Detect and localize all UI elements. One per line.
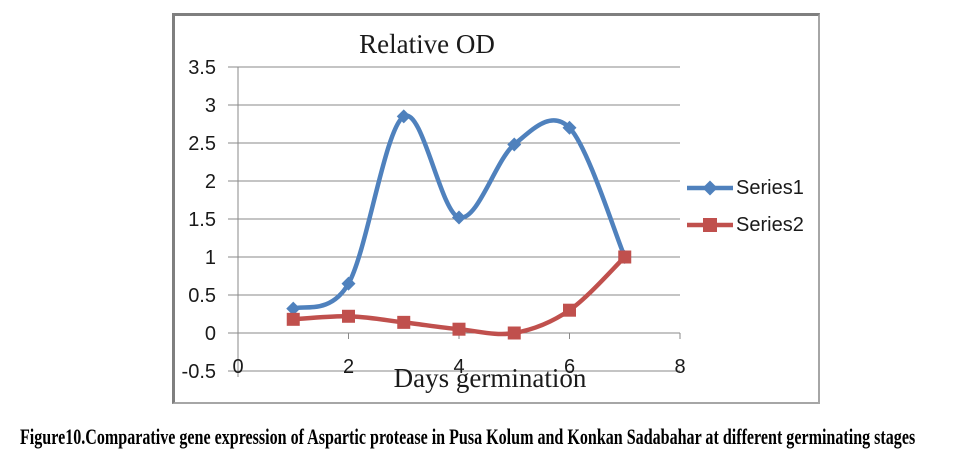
chart-title: Relative OD — [359, 29, 495, 59]
x-tick-label: 0 — [232, 356, 243, 378]
chart-frame: Relative OD -0.5 0 0.5 1 1.5 2 2.5 3 3.5 0 2 4 6 8 Se… — [172, 13, 820, 404]
series2-marker-square — [342, 309, 355, 323]
series2-marker-square — [397, 315, 411, 329]
series1-line-diamond-icon — [687, 180, 733, 196]
series1-marker-diamond — [507, 137, 522, 152]
series2-marker-square — [452, 322, 466, 336]
series2-marker-square — [286, 312, 300, 326]
y-tick-label: 0 — [205, 323, 216, 345]
y-tick-label: 2.5 — [188, 133, 216, 155]
x-tick-label: 2 — [343, 356, 354, 378]
legend-item-series2: Series2 — [686, 213, 804, 237]
series1-marker-diamond — [396, 109, 411, 124]
figure-caption: Figure10.Comparative gene expression of … — [20, 424, 916, 449]
legend: Series1 Series2 — [686, 176, 804, 250]
series2-marker-square — [618, 250, 632, 264]
y-tick-label: 3.5 — [188, 57, 216, 79]
legend-label-series2: Series2 — [736, 213, 804, 236]
series1-marker-diamond — [286, 301, 301, 316]
y-tick-label: 1 — [205, 247, 216, 269]
x-axis-title: Days germination — [393, 363, 587, 393]
series2-line-square-icon — [687, 218, 733, 232]
y-tick-label: 2 — [205, 171, 216, 193]
x-tick-label: 4 — [453, 356, 464, 378]
legend-label-series1: Series1 — [736, 176, 804, 199]
y-tick-label: 1.5 — [188, 209, 216, 231]
y-tick-label: 3 — [205, 95, 216, 117]
series1-marker-diamond — [562, 120, 577, 135]
series1-marker-diamond — [452, 210, 466, 225]
series2-marker-square — [563, 303, 576, 317]
y-tick-label: -0.5 — [182, 361, 216, 383]
y-tick-label: 0.5 — [188, 285, 216, 307]
legend-item-series1: Series1 — [686, 176, 804, 200]
x-tick-label: 8 — [674, 356, 685, 378]
plot-svg: -0.5 0 0.5 1 1.5 2 2.5 3 3.5 0 2 4 6 8 — [182, 57, 686, 383]
series1-marker-diamond — [341, 276, 356, 291]
series2-marker-square — [507, 326, 521, 340]
chart-area: Relative OD -0.5 0 0.5 1 1.5 2 2.5 3 3.5 0 2 4 6 8 Se… — [172, 13, 820, 404]
x-tick-label: 6 — [564, 356, 575, 378]
